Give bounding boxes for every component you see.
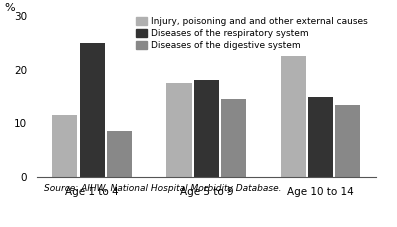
Bar [221, 99, 246, 177]
Text: Source: AIHW, National Hospital Morbidity Database.: Source: AIHW, National Hospital Morbidit… [44, 183, 281, 192]
Bar [194, 80, 219, 177]
Y-axis label: %: % [4, 3, 15, 13]
Bar [335, 105, 360, 177]
Legend: Injury, poisoning and and other external causes, Diseases of the respiratory sys: Injury, poisoning and and other external… [136, 17, 368, 50]
Bar [166, 83, 191, 177]
Bar [52, 115, 77, 177]
Bar [80, 43, 105, 177]
Bar [308, 96, 333, 177]
Bar [281, 56, 306, 177]
Bar [107, 131, 132, 177]
